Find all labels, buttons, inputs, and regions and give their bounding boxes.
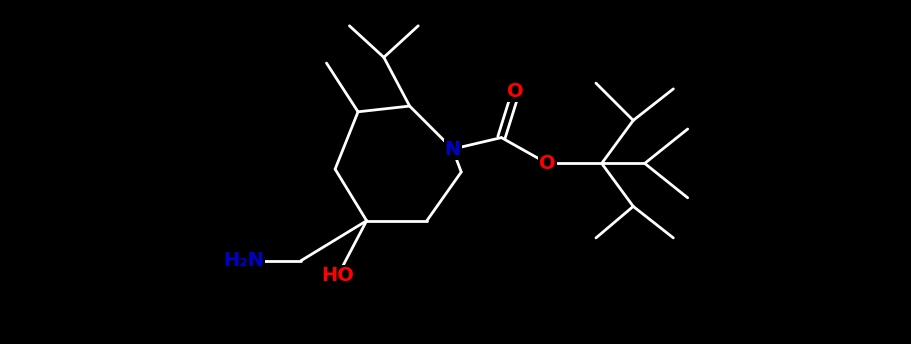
Text: N: N: [445, 140, 461, 159]
Text: HO: HO: [322, 266, 354, 285]
Text: H₂N: H₂N: [223, 251, 264, 270]
Text: O: O: [539, 154, 556, 173]
Text: O: O: [507, 82, 524, 101]
